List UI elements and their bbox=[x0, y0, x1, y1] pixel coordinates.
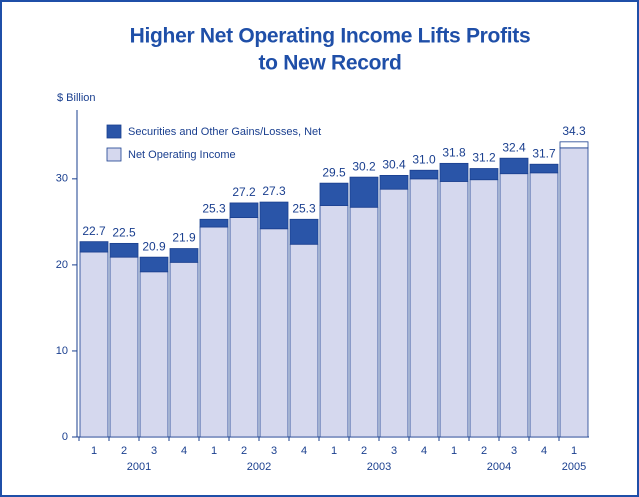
chart-title: Higher Net Operating Income Lifts Profit… bbox=[130, 25, 531, 48]
total-label: 30.2 bbox=[352, 159, 376, 173]
total-label: 27.2 bbox=[232, 185, 256, 199]
legend-label: Securities and Other Gains/Losses, Net bbox=[128, 126, 321, 138]
year-label: 2001 bbox=[127, 461, 151, 473]
y-tick-label: 30 bbox=[56, 173, 68, 185]
bar-segment bbox=[169, 261, 199, 438]
x-tick-label: 4 bbox=[181, 445, 187, 457]
bar-segment bbox=[379, 188, 409, 438]
bar-segment bbox=[409, 178, 439, 438]
bar-segment bbox=[379, 174, 409, 190]
x-tick-label: 1 bbox=[331, 445, 337, 457]
total-label: 21.9 bbox=[172, 231, 196, 245]
x-tick-label: 3 bbox=[271, 445, 277, 457]
total-label: 29.5 bbox=[322, 165, 346, 179]
x-tick-label: 1 bbox=[571, 445, 577, 457]
total-label: 27.3 bbox=[262, 184, 286, 198]
bar-segment bbox=[469, 179, 499, 438]
total-label: 31.7 bbox=[532, 146, 556, 160]
bar-segment bbox=[289, 218, 319, 245]
bar-segment bbox=[529, 163, 559, 174]
bar-segment bbox=[79, 251, 109, 438]
year-label: 2002 bbox=[247, 461, 271, 473]
year-label: 2004 bbox=[487, 461, 511, 473]
x-tick-label: 4 bbox=[541, 445, 547, 457]
bar-segment bbox=[109, 242, 139, 258]
y-tick-label: 20 bbox=[56, 259, 68, 271]
total-label: 30.4 bbox=[382, 158, 406, 172]
total-label: 25.3 bbox=[202, 201, 226, 215]
bar-segment bbox=[319, 205, 349, 438]
bar-segment bbox=[439, 181, 469, 438]
total-label: 32.4 bbox=[502, 140, 526, 154]
chart-title: to New Record bbox=[258, 52, 401, 75]
x-tick-label: 4 bbox=[301, 445, 307, 457]
bar-segment bbox=[469, 168, 499, 181]
total-label: 34.3 bbox=[562, 124, 586, 138]
bar-segment bbox=[139, 256, 169, 273]
total-label: 31.2 bbox=[472, 151, 496, 165]
bar-segment bbox=[199, 218, 229, 228]
x-tick-label: 2 bbox=[481, 445, 487, 457]
total-label: 31.0 bbox=[412, 152, 436, 166]
bar-segment bbox=[169, 248, 199, 263]
x-tick-label: 2 bbox=[121, 445, 127, 457]
bar-segment bbox=[109, 256, 139, 438]
bar-segment bbox=[259, 201, 289, 230]
bar-segment bbox=[259, 228, 289, 438]
x-tick-label: 1 bbox=[451, 445, 457, 457]
x-tick-label: 3 bbox=[391, 445, 397, 457]
year-label: 2005 bbox=[562, 461, 586, 473]
x-tick-label: 1 bbox=[211, 445, 217, 457]
total-label: 22.7 bbox=[82, 224, 106, 238]
bar-segment bbox=[349, 206, 379, 438]
bar-segment bbox=[499, 157, 529, 175]
legend-swatch bbox=[106, 147, 122, 162]
bar-segment bbox=[499, 173, 529, 438]
year-label: 2003 bbox=[367, 461, 391, 473]
x-tick-label: 3 bbox=[151, 445, 157, 457]
bar-segment bbox=[199, 226, 229, 438]
total-label: 31.8 bbox=[442, 146, 466, 160]
bar-segment bbox=[229, 202, 259, 218]
bar-segment bbox=[559, 147, 589, 438]
bar-segment bbox=[79, 241, 109, 253]
bar-segment bbox=[289, 243, 319, 438]
bar-segment bbox=[439, 162, 469, 182]
x-tick-label: 1 bbox=[91, 445, 97, 457]
x-tick-label: 2 bbox=[361, 445, 367, 457]
legend-label: Net Operating Income bbox=[128, 149, 236, 161]
y-tick-label: 10 bbox=[56, 345, 68, 357]
bar-segment bbox=[409, 169, 439, 180]
bar-segment bbox=[139, 271, 169, 438]
total-label: 22.5 bbox=[112, 226, 136, 240]
bar-segment bbox=[319, 182, 349, 206]
bar-segment bbox=[229, 217, 259, 438]
x-tick-label: 3 bbox=[511, 445, 517, 457]
legend-swatch bbox=[106, 124, 122, 139]
y-axis-label: $ Billion bbox=[57, 92, 96, 104]
bar-segment bbox=[529, 172, 559, 438]
y-tick-label: 0 bbox=[62, 431, 68, 443]
x-tick-label: 2 bbox=[241, 445, 247, 457]
bar-segment bbox=[349, 176, 379, 208]
total-label: 25.3 bbox=[292, 201, 316, 215]
x-tick-label: 4 bbox=[421, 445, 427, 457]
bar-segment bbox=[559, 141, 589, 149]
total-label: 20.9 bbox=[142, 239, 166, 253]
